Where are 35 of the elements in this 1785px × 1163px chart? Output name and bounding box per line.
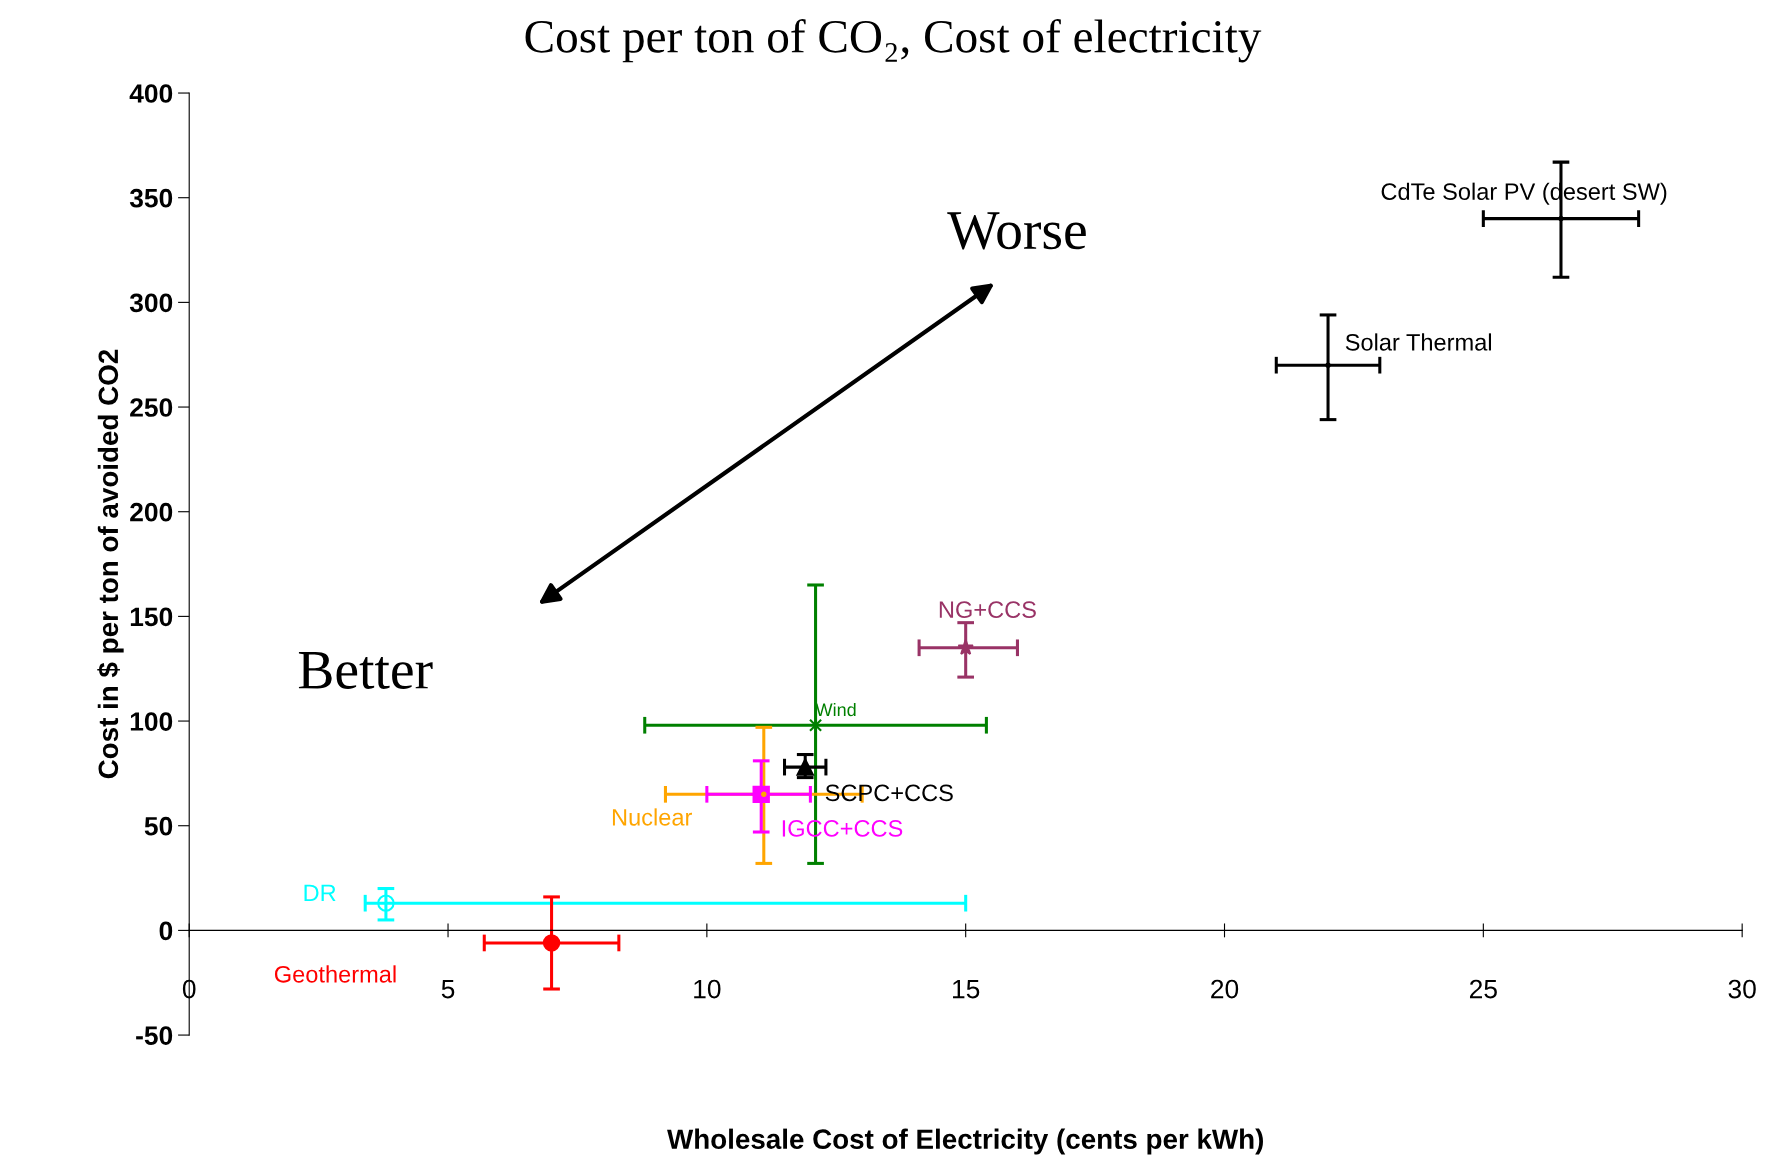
text: Nuclear — [612, 808, 692, 826]
point — [1558, 215, 1564, 222]
y-tick-label: 200 — [130, 502, 173, 522]
text: Geothermal — [274, 965, 396, 983]
y-tick-label: 300 — [129, 293, 173, 313]
x-tick-label: 20 — [1211, 979, 1239, 999]
y-tick-label: 400 — [129, 84, 173, 103]
point — [957, 639, 974, 656]
series-label: Solar Thermal — [1345, 333, 1491, 351]
x-tick-label: 5 — [441, 979, 455, 999]
point — [1325, 362, 1331, 368]
y-tick-label: 150 — [130, 607, 173, 627]
y-axis-title: Cost in $ per ton of avoided CO2 — [97, 349, 124, 779]
point — [808, 718, 823, 732]
x-tick-label: 25 — [1469, 979, 1497, 999]
y-tick-label: 50 — [144, 816, 173, 836]
x-axis-title: Wholesale Cost of Electricity (cents per kWh) — [667, 1128, 1263, 1155]
point — [377, 894, 395, 912]
series-label: Wind — [815, 702, 856, 717]
series-label: NG+CCS — [939, 601, 1036, 619]
series-label: DR — [304, 884, 336, 901]
y-tick-label: 350 — [129, 188, 173, 208]
point — [752, 785, 770, 804]
y-tick-label: 250 — [130, 398, 173, 417]
y-tick-label: 100 — [130, 712, 173, 731]
x-tick-label: 10 — [694, 979, 721, 999]
x-tick-label: 30 — [1728, 979, 1756, 999]
y-tick-label: 0 — [159, 921, 173, 941]
chart-title: Cost per ton of CO₂, Cost of electricity — [525, 18, 1262, 63]
annotation: Better — [298, 651, 433, 689]
point — [796, 758, 814, 776]
annotation: Worse — [947, 212, 1086, 250]
point — [542, 934, 561, 952]
y-tick-label: -50 — [136, 1026, 173, 1045]
x-tick-label: 15 — [953, 979, 980, 999]
